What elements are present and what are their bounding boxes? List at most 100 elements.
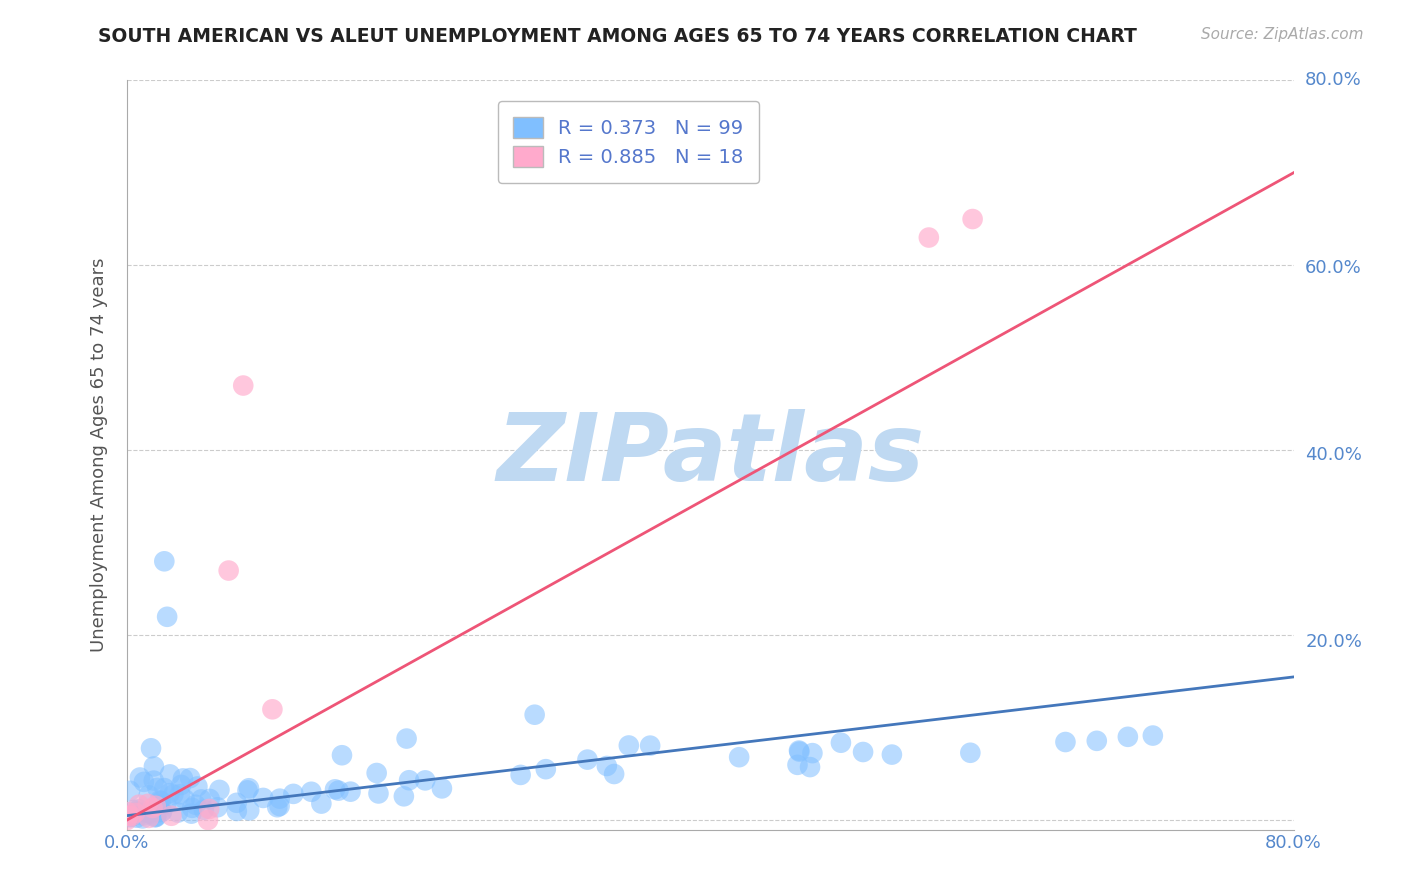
Point <box>156 609 179 624</box>
Text: ZIPatlas: ZIPatlas <box>496 409 924 501</box>
Point <box>115 814 138 828</box>
Text: 80.0%: 80.0% <box>1305 71 1362 89</box>
Legend: R = 0.373   N = 99, R = 0.885   N = 18: R = 0.373 N = 99, R = 0.885 N = 18 <box>498 101 759 183</box>
Point <box>283 787 305 801</box>
Text: 20.0%: 20.0% <box>1305 633 1362 651</box>
Point <box>139 805 162 820</box>
Point <box>139 806 162 821</box>
Point <box>238 781 260 796</box>
Text: 60.0%: 60.0% <box>1305 259 1362 277</box>
Point <box>136 797 159 811</box>
Point <box>398 773 420 788</box>
Point <box>830 736 852 750</box>
Point <box>225 796 247 810</box>
Point <box>170 778 193 792</box>
Point <box>139 805 162 819</box>
Point <box>146 805 169 820</box>
Point <box>148 798 170 813</box>
Point <box>395 731 418 746</box>
Point <box>120 810 142 824</box>
Point <box>128 802 150 816</box>
Point <box>143 810 166 824</box>
Point <box>799 760 821 774</box>
Point <box>638 739 661 753</box>
Point <box>120 809 142 823</box>
Point <box>124 805 146 820</box>
Point <box>132 808 155 822</box>
Point <box>208 783 231 797</box>
Point <box>145 810 167 824</box>
Point <box>789 745 811 759</box>
Point <box>173 792 195 806</box>
Point <box>179 771 201 785</box>
Point <box>142 773 165 788</box>
Point <box>150 805 173 819</box>
Point <box>603 767 626 781</box>
Point <box>523 707 546 722</box>
Point <box>330 748 353 763</box>
Point <box>430 781 453 796</box>
Point <box>117 808 139 822</box>
Point <box>207 800 229 814</box>
Point <box>238 803 260 817</box>
Point <box>162 788 184 802</box>
Point <box>252 791 274 805</box>
Point <box>1054 735 1077 749</box>
Point <box>269 799 291 814</box>
Point <box>153 554 176 568</box>
Y-axis label: Unemployment Among Ages 65 to 74 years: Unemployment Among Ages 65 to 74 years <box>90 258 108 652</box>
Point <box>180 806 202 821</box>
Point <box>142 759 165 773</box>
Point <box>159 767 181 781</box>
Point <box>413 773 436 788</box>
Point <box>184 797 207 812</box>
Point <box>1116 730 1139 744</box>
Point <box>193 803 215 817</box>
Text: 40.0%: 40.0% <box>1305 446 1362 464</box>
Point <box>122 803 145 817</box>
Point <box>118 784 141 798</box>
Point <box>576 753 599 767</box>
Point <box>728 750 751 764</box>
Point <box>198 802 221 816</box>
Point <box>262 702 284 716</box>
Point <box>146 780 169 795</box>
Point <box>139 741 162 756</box>
Point <box>125 811 148 825</box>
Point <box>155 797 177 812</box>
Point <box>880 747 903 762</box>
Point <box>181 801 204 815</box>
Point <box>150 804 173 818</box>
Point <box>128 797 150 812</box>
Point <box>787 743 810 757</box>
Text: Source: ZipAtlas.com: Source: ZipAtlas.com <box>1201 27 1364 42</box>
Point <box>232 378 254 392</box>
Point <box>198 792 221 806</box>
Point <box>160 809 183 823</box>
Point <box>120 809 142 823</box>
Point <box>1085 734 1108 748</box>
Point <box>131 812 153 826</box>
Point <box>132 775 155 789</box>
Point <box>150 794 173 808</box>
Point <box>596 759 619 773</box>
Text: SOUTH AMERICAN VS ALEUT UNEMPLOYMENT AMONG AGES 65 TO 74 YEARS CORRELATION CHART: SOUTH AMERICAN VS ALEUT UNEMPLOYMENT AMO… <box>98 27 1137 45</box>
Point <box>127 805 149 819</box>
Point <box>142 801 165 815</box>
Point <box>135 805 157 820</box>
Point <box>169 787 191 801</box>
Point <box>143 803 166 817</box>
Point <box>918 230 941 244</box>
Point <box>801 746 824 760</box>
Point <box>117 805 139 820</box>
Point <box>266 800 288 814</box>
Point <box>129 771 152 785</box>
Point <box>534 762 557 776</box>
Point <box>117 808 139 822</box>
Point <box>299 785 322 799</box>
Point <box>392 789 415 804</box>
Point <box>962 212 984 227</box>
Point <box>145 809 167 823</box>
Point <box>146 802 169 816</box>
Point <box>138 811 160 825</box>
